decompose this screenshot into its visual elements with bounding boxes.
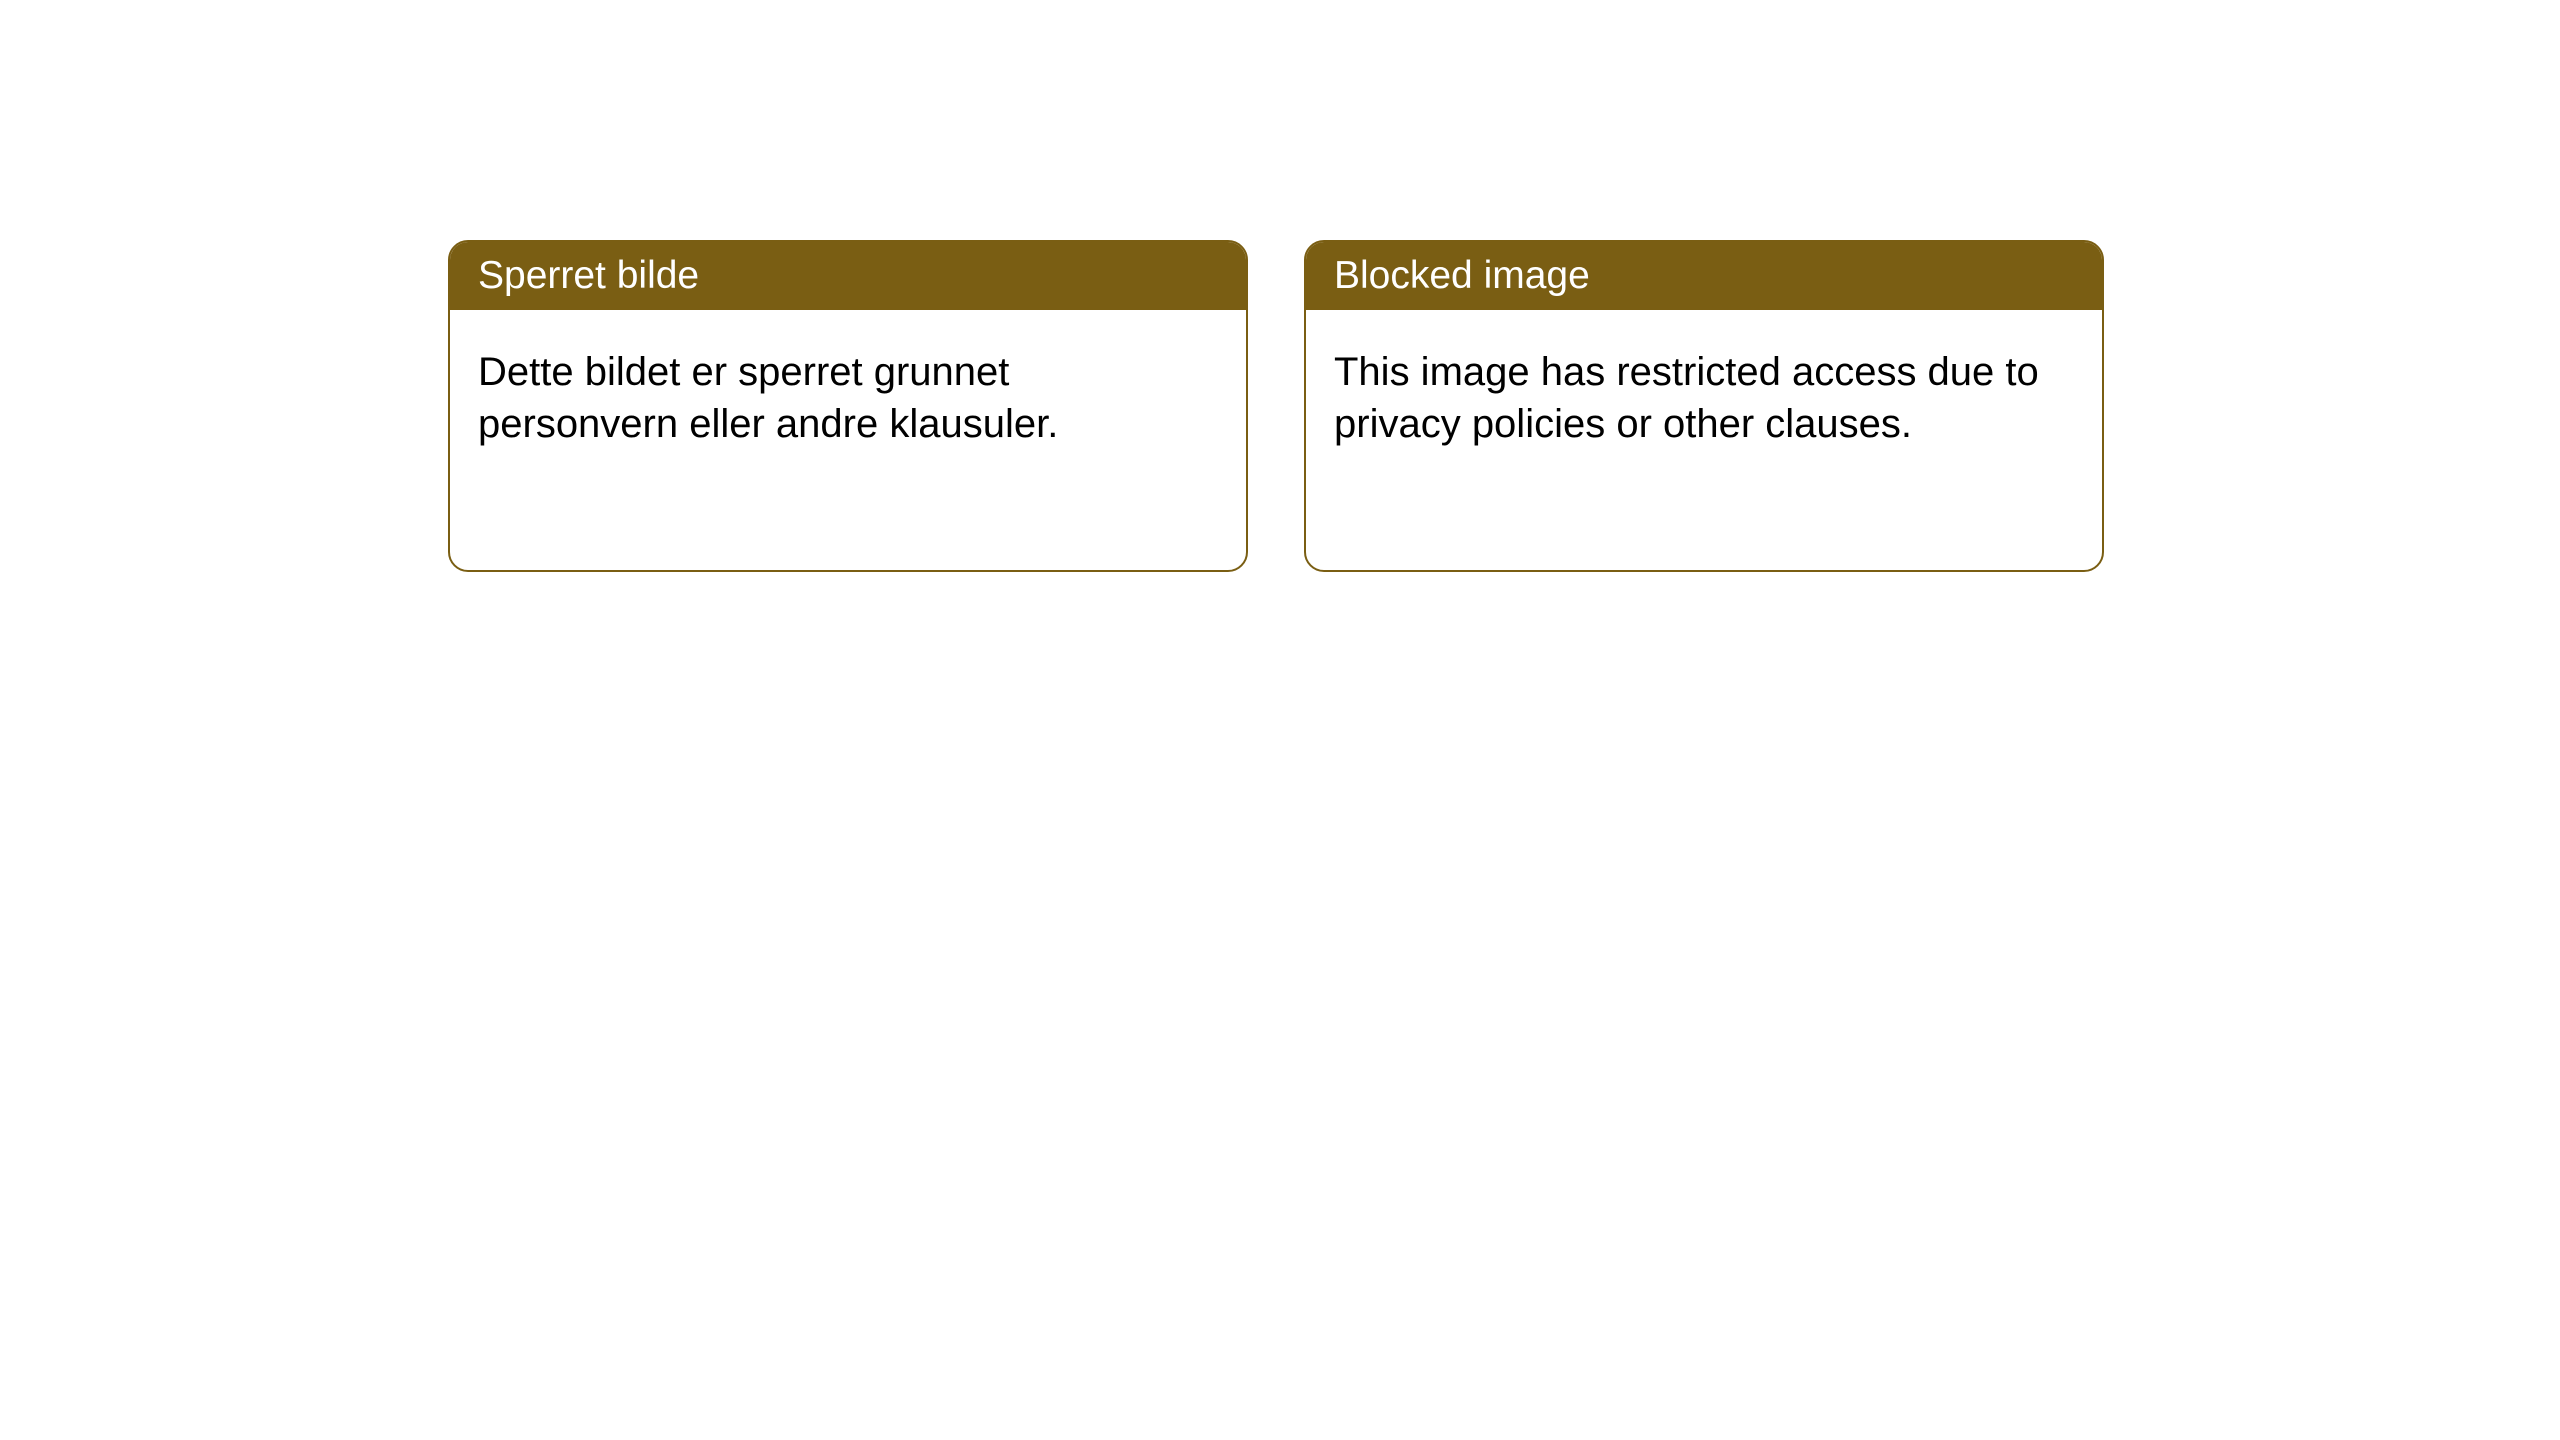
- notice-container: Sperret bilde Dette bildet er sperret gr…: [0, 0, 2560, 572]
- notice-message: This image has restricted access due to …: [1334, 350, 2039, 446]
- notice-title: Blocked image: [1334, 254, 1590, 297]
- notice-card-norwegian: Sperret bilde Dette bildet er sperret gr…: [448, 240, 1248, 572]
- notice-header: Blocked image: [1306, 242, 2102, 310]
- notice-body: This image has restricted access due to …: [1306, 310, 2102, 486]
- notice-header: Sperret bilde: [450, 242, 1246, 310]
- notice-title: Sperret bilde: [478, 254, 699, 297]
- notice-body: Dette bildet er sperret grunnet personve…: [450, 310, 1246, 486]
- notice-message: Dette bildet er sperret grunnet personve…: [478, 350, 1058, 446]
- notice-card-english: Blocked image This image has restricted …: [1304, 240, 2104, 572]
